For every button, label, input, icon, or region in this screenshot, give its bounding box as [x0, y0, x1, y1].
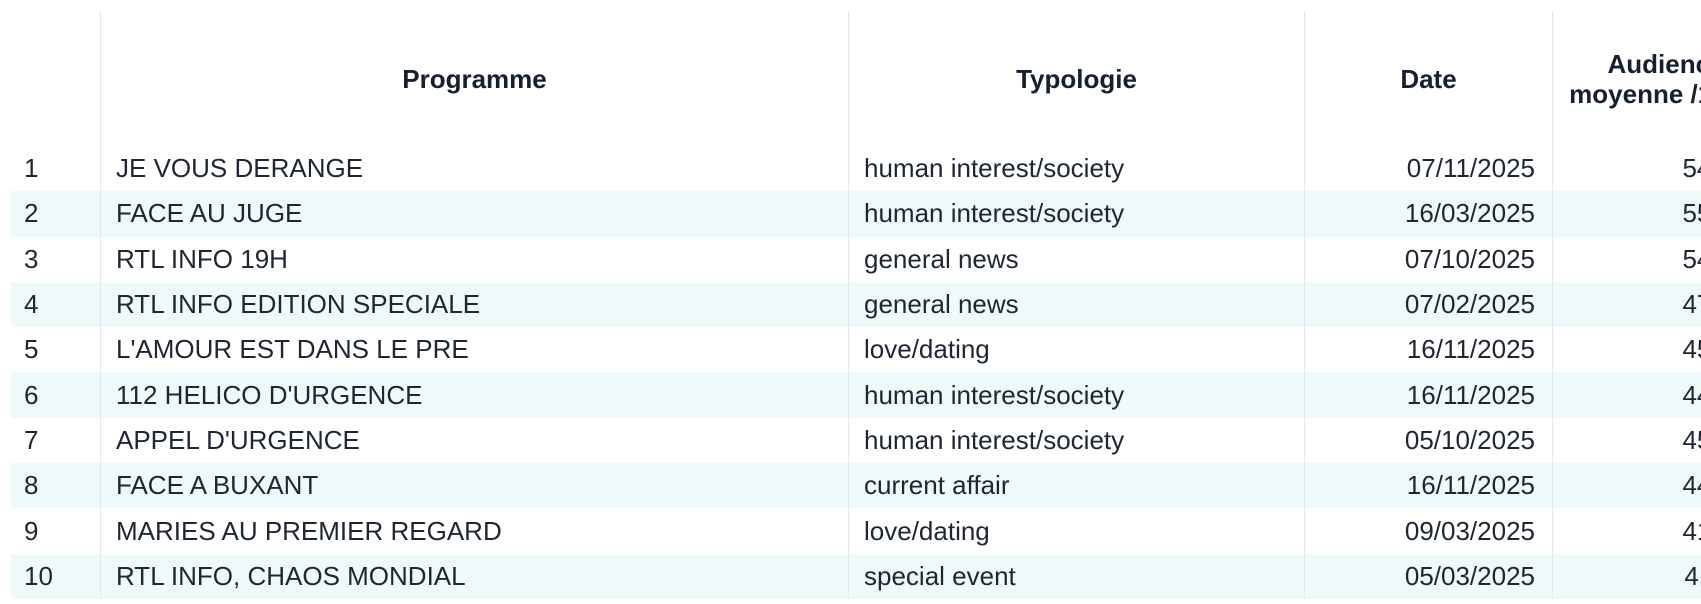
cell-date: 07/02/2025 [1304, 281, 1553, 328]
row-index: 1 [24, 153, 39, 184]
cell-date: 05/03/2025 [1304, 553, 1553, 599]
row-index: 8 [11, 463, 101, 509]
row-index: 9 [24, 515, 39, 546]
cell-programme: RTL INFO, CHAOS MONDIAL [100, 553, 849, 599]
cell-date: 09/03/2025 [1304, 508, 1553, 554]
cell-audience: 557.54 [1552, 191, 1701, 237]
row-index: 10 [11, 553, 101, 599]
table-row[interactable]: 2 FACE AU JUGE human interest/society 16/03… [11, 191, 1701, 237]
cell-programme: APPEL D'URGENCE [100, 417, 849, 464]
cell-date: 16/11/2025 [1304, 463, 1553, 509]
table-row[interactable]: 4 RTL INFO EDITION SPECIALE general news 07… [11, 281, 1701, 328]
table-header-row: Programme Typologie Date Audience moyenn… [11, 11, 1701, 146]
cell-programme: RTL INFO 19H [100, 236, 849, 282]
table-row[interactable]: 7 APPEL D'URGENCE human interest/society 05… [11, 417, 1701, 464]
cell-audience: 456.03 [1552, 327, 1701, 373]
cell-date: 05/10/2025 [1304, 417, 1553, 464]
cell-date: 07/10/2025 [1304, 236, 1553, 282]
row-index: 2 [11, 191, 101, 237]
cell-audience: 474.02 [1552, 281, 1701, 328]
cell-audience: 416.92 [1552, 508, 1701, 554]
table-row[interactable]: 6 112 HELICO D'URGENCE human interest/soci… [11, 372, 1701, 418]
cell-audience: 450.22 [1552, 417, 1701, 464]
cell-programme: L'AMOUR EST DANS LE PRE [100, 327, 849, 373]
header-date[interactable]: Date [1304, 11, 1553, 146]
cell-date: 16/11/2025 [1304, 372, 1553, 418]
cell-programme: FACE AU JUGE [100, 191, 849, 237]
header-programme[interactable]: Programme [100, 11, 849, 146]
cell-date: 16/03/2025 [1304, 191, 1553, 237]
header-index [11, 11, 101, 146]
cell-typologie: human interest/society [848, 191, 1305, 237]
cell-typologie: human interest/society [848, 372, 1305, 418]
cell-typologie: special event [848, 553, 1305, 599]
cell-date: 07/11/2025 [1304, 146, 1553, 192]
table-row[interactable]: 1 JE VOUS DERANGE human interest/society 07… [11, 146, 1701, 192]
cell-typologie: general news [848, 281, 1305, 328]
table-row[interactable]: 9 MARIES AU PREMIER REGARD love/dating 09/0… [11, 508, 1701, 554]
cell-programme: 112 HELICO D'URGENCE [100, 372, 849, 418]
cell-programme: MARIES AU PREMIER REGARD [100, 508, 849, 554]
header-typologie[interactable]: Typologie [848, 11, 1305, 146]
row-index: 6 [11, 372, 101, 418]
cell-typologie: love/dating [848, 327, 1305, 373]
cell-programme: JE VOUS DERANGE [100, 146, 849, 192]
audience-table: Programme Typologie Date Audience moyenn… [11, 11, 1701, 599]
cell-programme: FACE A BUXANT [100, 463, 849, 509]
cell-typologie: human interest/society [848, 146, 1305, 192]
table-body: 1 JE VOUS DERANGE human interest/society 07… [11, 146, 1701, 599]
cell-programme: RTL INFO EDITION SPECIALE [100, 281, 849, 328]
table-row[interactable]: 5 L'AMOUR EST DANS LE PRE love/dating 16/11… [11, 327, 1701, 373]
cell-typologie: current affair [848, 463, 1305, 509]
cell-audience: 410.11 [1552, 553, 1701, 599]
cell-audience: 447.31 [1552, 463, 1701, 509]
row-index: 3 [24, 243, 39, 274]
cell-typologie: human interest/society [848, 417, 1305, 464]
cell-date: 16/11/2025 [1304, 327, 1553, 373]
row-index: 4 [11, 281, 101, 328]
cell-typologie: general news [848, 236, 1305, 282]
cell-audience: 549.77 [1552, 146, 1701, 192]
row-index: 7 [24, 424, 39, 455]
cell-audience: 549.74 [1552, 236, 1701, 282]
cell-audience: 449.02 [1552, 372, 1701, 418]
header-audience[interactable]: Audience moyenne /1.000 [1552, 11, 1701, 146]
table-row[interactable]: 10 RTL INFO, CHAOS MONDIAL special event 05… [11, 553, 1701, 599]
cell-typologie: love/dating [848, 508, 1305, 554]
row-index: 5 [24, 334, 39, 365]
